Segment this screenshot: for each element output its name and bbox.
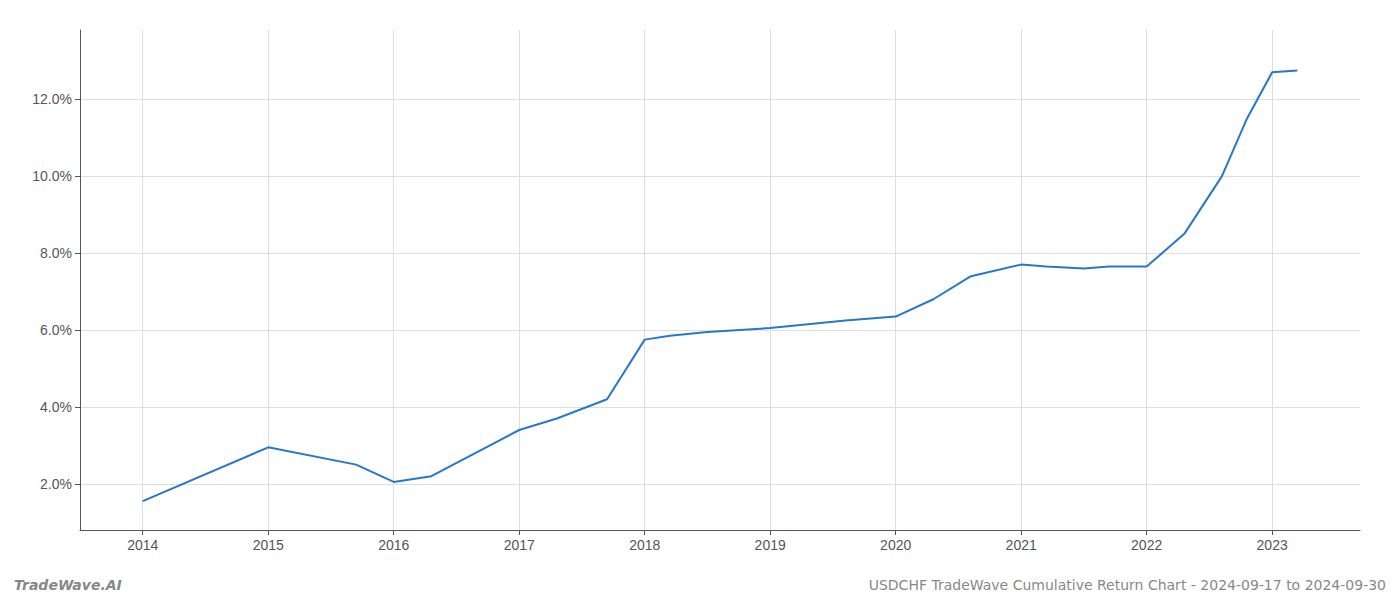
svg-text:2022: 2022 [1131,537,1162,553]
svg-text:2014: 2014 [127,537,158,553]
svg-text:2017: 2017 [504,537,535,553]
svg-text:6.0%: 6.0% [40,322,72,338]
svg-text:2015: 2015 [253,537,284,553]
svg-text:4.0%: 4.0% [40,399,72,415]
svg-text:8.0%: 8.0% [40,245,72,261]
svg-text:2016: 2016 [378,537,409,553]
svg-text:2.0%: 2.0% [40,476,72,492]
svg-text:2021: 2021 [1006,537,1037,553]
svg-text:2020: 2020 [880,537,911,553]
svg-text:2019: 2019 [755,537,786,553]
svg-text:12.0%: 12.0% [32,91,72,107]
svg-text:10.0%: 10.0% [32,168,72,184]
svg-text:2023: 2023 [1257,537,1288,553]
svg-text:USDCHF TradeWave Cumulative Re: USDCHF TradeWave Cumulative Return Chart… [869,577,1386,593]
svg-text:2018: 2018 [629,537,660,553]
svg-text:TradeWave.AI: TradeWave.AI [14,577,122,593]
